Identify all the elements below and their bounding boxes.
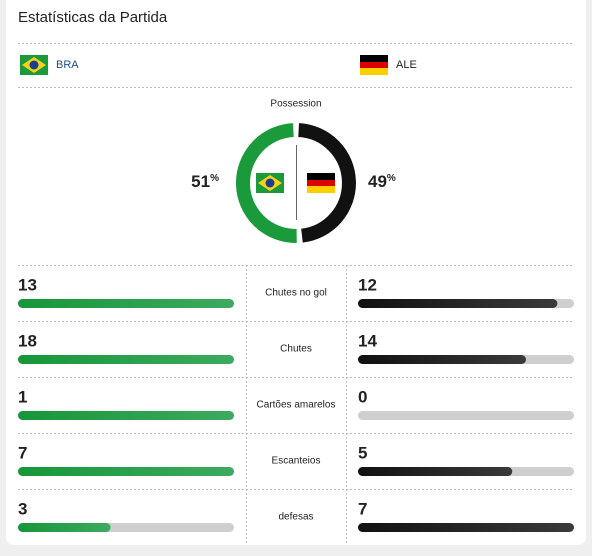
stat-value: 7 <box>18 443 27 462</box>
stat-label: Chutes no gol <box>265 288 327 299</box>
stat-label: Cartões amarelos <box>257 400 336 411</box>
stat-value: 18 <box>18 331 37 350</box>
title: Estatísticas da Partida <box>18 9 168 26</box>
flag-brazil <box>256 173 284 193</box>
stat-bar <box>358 299 558 308</box>
stat-bar <box>18 467 234 476</box>
stat-value: 7 <box>358 499 367 518</box>
stat-bar <box>358 467 513 476</box>
stat-label: Escanteios <box>272 456 321 467</box>
stat-label: defesas <box>278 512 313 523</box>
flag-germany <box>360 55 388 75</box>
possession-arc <box>298 123 356 243</box>
stat-bar <box>358 355 526 364</box>
possession-arc <box>236 123 297 244</box>
stat-value: 12 <box>358 275 377 294</box>
bar-track <box>358 411 574 420</box>
stat-value: 3 <box>18 499 27 518</box>
stat-bar <box>18 299 234 308</box>
stat-label: Chutes <box>280 344 312 355</box>
stat-bar <box>18 523 111 532</box>
stat-value: 14 <box>358 331 377 350</box>
team-name: ALE <box>396 59 417 71</box>
flag-germany <box>307 173 335 193</box>
stat-value: 1 <box>18 387 27 406</box>
possession-value: 51% <box>191 172 219 191</box>
stat-value: 5 <box>358 443 367 462</box>
card <box>6 0 586 545</box>
stat-value: 13 <box>18 275 37 294</box>
flag-brazil <box>20 55 48 75</box>
stat-bar <box>18 355 234 364</box>
stat-bar <box>358 523 574 532</box>
stat-bar <box>18 411 234 420</box>
possession-label: Possession <box>270 99 321 110</box>
team-name: BRA <box>56 59 79 71</box>
stat-value: 0 <box>358 387 367 406</box>
possession-value: 49% <box>368 172 396 191</box>
